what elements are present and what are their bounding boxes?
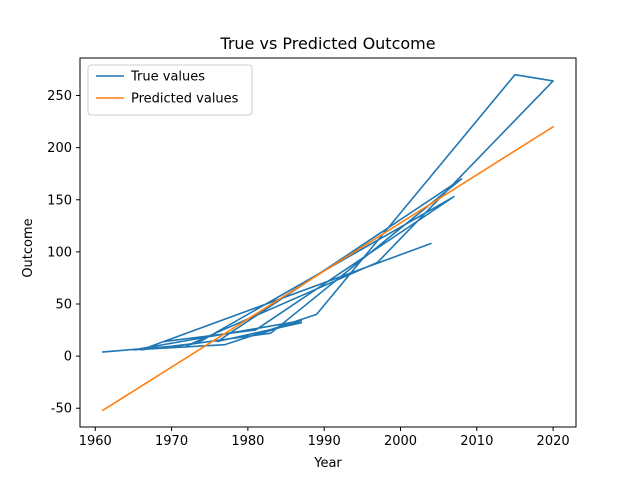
legend-label: Predicted values: [131, 92, 239, 107]
x-tick-label: 1970: [155, 434, 188, 449]
axis-ticks: 1960 1970 1980 1990 2000 2010 2020 -50 0 50 100 150…: [47, 89, 569, 449]
plot-frame: [79, 57, 577, 428]
x-tick-label: 2020: [537, 434, 570, 449]
y-tick-label: 50: [55, 298, 72, 313]
chart-title: True vs Predicted Outcome: [219, 34, 435, 53]
x-tick-label: 2010: [460, 434, 493, 449]
legend-label: True values: [130, 70, 205, 85]
y-axis-label: Outcome: [21, 218, 36, 277]
x-axis-label: Year: [313, 456, 342, 471]
x-tick-label: 2000: [384, 434, 417, 449]
x-tick-label: 1960: [79, 434, 112, 449]
legend: True values Predicted values: [87, 64, 253, 116]
series-layer: [101, 73, 555, 412]
y-tick-label: 0: [64, 350, 72, 365]
legend-box: [87, 64, 253, 116]
y-tick-label: 250: [47, 89, 72, 104]
y-tick-label: 100: [47, 245, 72, 260]
y-tick-label: -50: [51, 402, 72, 417]
x-tick-label: 1990: [308, 434, 341, 449]
y-tick-label: 200: [47, 141, 72, 156]
x-tick-label: 1980: [231, 434, 264, 449]
series-line-1: [101, 125, 555, 412]
series-line-0: [102, 73, 554, 353]
y-tick-label: 150: [47, 193, 72, 208]
